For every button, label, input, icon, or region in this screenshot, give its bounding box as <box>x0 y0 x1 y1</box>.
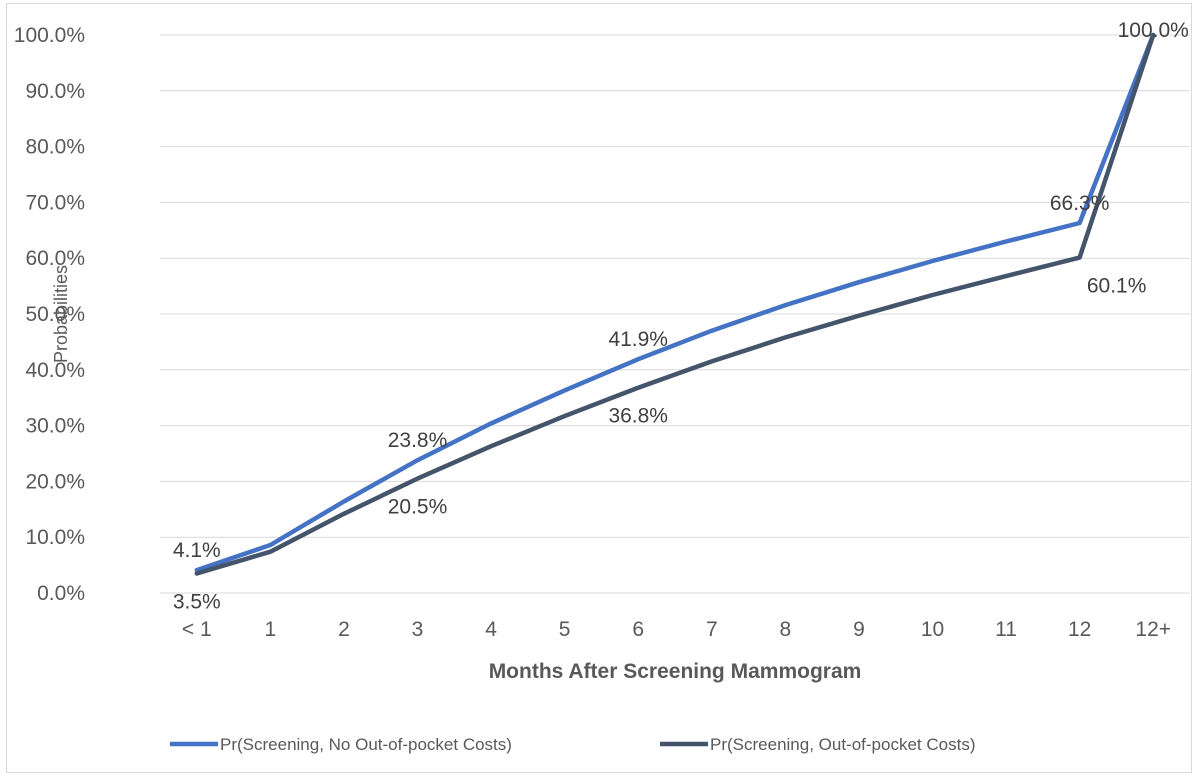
series-line-2 <box>194 32 1156 576</box>
x-tick-label: 12 <box>1068 618 1091 641</box>
data-label: 23.8% <box>388 429 448 452</box>
y-tick-label: 40.0% <box>25 359 85 382</box>
x-tick-label: 4 <box>485 618 497 641</box>
x-tick-label: 2 <box>338 618 350 641</box>
data-label: 36.8% <box>608 405 668 428</box>
y-tick-label: 20.0% <box>25 470 85 493</box>
chart-frame <box>6 3 1192 773</box>
y-tick-label: 60.0% <box>25 247 85 270</box>
data-label: 66.3% <box>1050 192 1110 215</box>
y-tick-label: 10.0% <box>25 526 85 549</box>
data-labels: 4.1% 23.8% 41.9% 66.3% 100.0% 3.5% 20.5% 36.8% 6… <box>173 19 1189 613</box>
x-axis-title: Months After Screening Mammogram <box>489 660 862 683</box>
y-axis-title: Probabilities <box>51 265 71 363</box>
y-tick-label: 70.0% <box>25 191 85 214</box>
legend-label: Pr(Screening, Out-of-pocket Costs) <box>710 735 975 754</box>
y-tick-label: 50.0% <box>25 303 85 326</box>
y-tick-label: 30.0% <box>25 415 85 438</box>
y-axis-ticks: 0.0% 10.0% 20.0% 30.0% 40.0% 50.0% 60.0% 70.0% 8… <box>14 24 85 605</box>
x-tick-label: 11 <box>995 618 1017 641</box>
data-label: 41.9% <box>608 328 668 351</box>
x-tick-label: 5 <box>559 618 571 641</box>
x-tick-label: 7 <box>706 618 718 641</box>
data-label: 20.5% <box>388 496 448 519</box>
data-label: 100.0% <box>1118 19 1189 42</box>
y-tick-label: 90.0% <box>25 80 85 103</box>
x-tick-label: < 1 <box>182 618 212 641</box>
series-line-1 <box>194 32 1156 573</box>
x-tick-label: 1 <box>265 618 277 641</box>
data-label: 3.5% <box>173 590 221 613</box>
legend-label: Pr(Screening, No Out-of-pocket Costs) <box>220 735 512 754</box>
y-tick-label: 0.0% <box>37 582 85 605</box>
x-tick-label: 10 <box>921 618 944 641</box>
data-label: 4.1% <box>173 539 221 562</box>
series-lines <box>194 32 1156 576</box>
x-axis-ticks: < 1 1 2 3 4 5 6 7 8 9 10 11 12 12+ <box>182 618 1171 641</box>
gridlines <box>160 34 1190 594</box>
data-label: 60.1% <box>1087 275 1147 298</box>
legend: Pr(Screening, No Out-of-pocket Costs) Pr(… <box>170 735 975 754</box>
x-tick-label: 3 <box>412 618 424 641</box>
y-tick-label: 100.0% <box>14 24 85 47</box>
x-tick-label: 8 <box>780 618 792 641</box>
x-tick-label: 6 <box>632 618 644 641</box>
x-tick-label: 12+ <box>1135 618 1171 641</box>
x-tick-label: 9 <box>853 618 865 641</box>
y-tick-label: 80.0% <box>25 136 85 159</box>
